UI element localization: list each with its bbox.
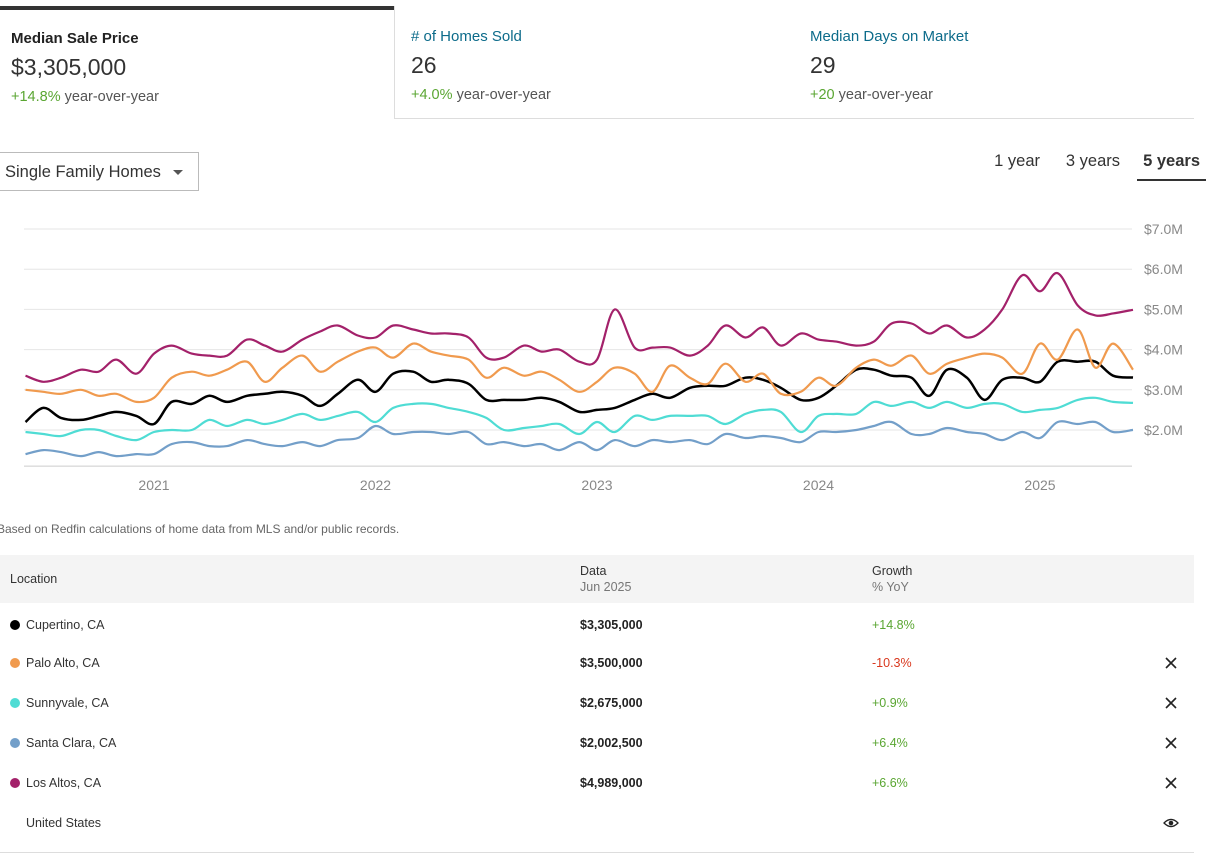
x-tick-label: 2025 (1024, 477, 1055, 493)
table-row: Palo Alto, CA $3,500,000 -10.3% (0, 643, 1194, 683)
data-source-note: Based on Redfin calculations of home dat… (0, 522, 400, 536)
series-color-dot (10, 698, 20, 708)
row-location: United States (26, 816, 102, 830)
table-header: Location Data Jun 2025 Growth % YoY (0, 555, 1194, 603)
series-line-santa-clara (25, 420, 1134, 458)
row-growth: -10.3% (872, 656, 912, 670)
row-value: $2,002,500 (580, 736, 643, 750)
metric-value: 29 (810, 52, 836, 78)
tab-median-sale-price[interactable]: Median Sale Price $3,305,000 +14.8% year… (0, 6, 394, 119)
range-5-years[interactable]: 5 years (1137, 152, 1206, 181)
comparison-table: Location Data Jun 2025 Growth % YoY Cupe… (0, 555, 1194, 843)
series-color-dot (10, 778, 20, 788)
metric-change-pct: +4.0% (411, 87, 453, 103)
row-location: Santa Clara, CA (26, 736, 117, 750)
metric-change: +20 year-over-year (810, 87, 1183, 103)
row-value: $4,989,000 (580, 776, 643, 790)
series-line-los-altos (25, 272, 1134, 383)
row-growth: +6.6% (872, 776, 908, 790)
row-value: $2,675,000 (580, 696, 643, 710)
series-color-dot (10, 658, 20, 668)
metric-value: 26 (411, 52, 437, 78)
metric-title: # of Homes Sold (411, 28, 522, 45)
row-growth: +14.8% (872, 618, 915, 632)
metric-change-suffix: year-over-year (838, 87, 933, 103)
tab-homes-sold[interactable]: # of Homes Sold 26 +4.0% year-over-year (394, 6, 794, 119)
metric-change-pct: +14.8% (11, 89, 61, 105)
header-growth: Growth % YoY (872, 563, 912, 595)
row-location: Cupertino, CA (26, 618, 105, 632)
row-growth: +0.9% (872, 696, 908, 710)
table-row: Santa Clara, CA $2,002,500 +6.4% (0, 723, 1194, 763)
show-series-eye-icon[interactable] (1163, 815, 1179, 831)
y-tick-label: $7.0M (1144, 221, 1183, 237)
x-tick-label: 2022 (360, 477, 391, 493)
row-growth: +6.4% (872, 736, 908, 750)
y-tick-label: $5.0M (1144, 301, 1183, 317)
header-growth-label: Growth (872, 564, 913, 578)
metric-change: +14.8% year-over-year (11, 89, 383, 105)
remove-location-icon[interactable] (1163, 655, 1179, 671)
median-sale-price-chart: $2.0M $3.0M $4.0M $5.0M $6.0M $7.0M 2021 2022 2… (24, 221, 1183, 493)
row-value: $3,305,000 (580, 618, 643, 632)
series-line-cupertino (24, 358, 1134, 426)
range-1-year[interactable]: 1 year (994, 152, 1040, 170)
table-row: Sunnyvale, CA $2,675,000 +0.9% (0, 683, 1194, 723)
x-tick-label: 2021 (138, 477, 169, 493)
divider (0, 852, 1194, 853)
metric-tabs: Median Sale Price $3,305,000 +14.8% year… (0, 0, 1194, 120)
table-row: Cupertino, CA $3,305,000 +14.8% (0, 607, 1194, 643)
x-tick-label: 2023 (581, 477, 612, 493)
metric-change-suffix: year-over-year (64, 89, 159, 105)
metric-value: $3,305,000 (11, 54, 127, 80)
caret-down-icon (173, 170, 183, 175)
header-location: Location (10, 572, 58, 586)
series-color-dot (10, 620, 20, 630)
property-type-dropdown[interactable]: Single Family Homes (0, 152, 199, 191)
header-data-label: Data (580, 564, 607, 578)
header-data: Data Jun 2025 (580, 563, 631, 595)
remove-location-icon[interactable] (1163, 695, 1179, 711)
tab-days-on-market[interactable]: Median Days on Market 29 +20 year-over-y… (794, 6, 1194, 119)
series-color-dot (10, 738, 20, 748)
row-location: Palo Alto, CA (26, 656, 100, 670)
row-location: Los Altos, CA (26, 776, 102, 790)
metric-change: +4.0% year-over-year (411, 87, 783, 103)
y-tick-label: $3.0M (1144, 382, 1183, 398)
row-location: Sunnyvale, CA (26, 696, 109, 710)
table-row: Los Altos, CA $4,989,000 +6.6% (0, 763, 1194, 803)
y-tick-label: $2.0M (1144, 422, 1183, 438)
range-3-years[interactable]: 3 years (1065, 152, 1120, 170)
remove-location-icon[interactable] (1163, 775, 1179, 791)
series-line-palo-alto (25, 328, 1134, 404)
table-row: United States (0, 803, 1194, 843)
x-tick-label: 2024 (803, 477, 834, 493)
remove-location-icon[interactable] (1163, 735, 1179, 751)
y-tick-label: $4.0M (1144, 342, 1183, 358)
metric-change-pct: +20 (810, 87, 835, 103)
series-line-sunnyvale (25, 396, 1134, 442)
property-type-value: Single Family Homes (5, 163, 161, 181)
metric-title: Median Sale Price (11, 30, 139, 47)
y-tick-label: $6.0M (1144, 261, 1183, 277)
header-data-sub: Jun 2025 (580, 580, 632, 594)
metric-title: Median Days on Market (810, 28, 969, 45)
header-growth-sub: % YoY (872, 580, 909, 594)
metric-change-suffix: year-over-year (456, 87, 551, 103)
row-value: $3,500,000 (580, 656, 643, 670)
